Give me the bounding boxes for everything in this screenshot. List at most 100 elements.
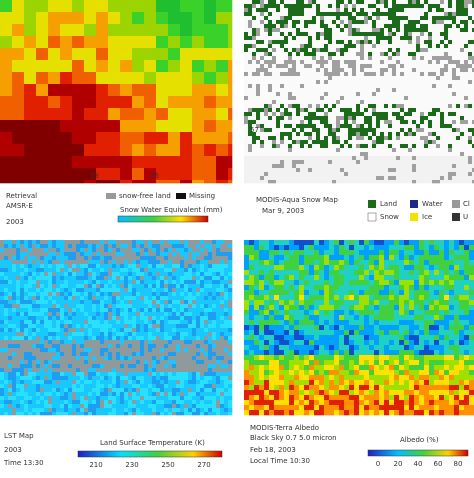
map-cell: [124, 280, 129, 285]
map-cell: [88, 372, 93, 377]
map-cell: [288, 124, 293, 129]
map-cell: [36, 308, 41, 313]
map-cell: [28, 268, 33, 273]
map-cell: [96, 272, 101, 277]
map-cell: [288, 160, 293, 165]
map-cell: [412, 96, 417, 101]
map-cell: [472, 24, 474, 29]
map-cell: [52, 296, 57, 301]
map-cell: [20, 376, 25, 381]
map-cell: [8, 280, 13, 285]
map-cell: [384, 164, 389, 169]
map-cell: [172, 268, 177, 273]
map-cell: [332, 172, 337, 177]
map-cell: [308, 84, 313, 89]
map-cell: [4, 284, 9, 289]
map-cell: [108, 308, 113, 313]
map-cell: [304, 144, 309, 149]
map-cell: [104, 312, 109, 317]
map-cell: [468, 172, 473, 177]
map-cell: [144, 352, 149, 357]
map-cell: [392, 148, 397, 153]
map-cell: [104, 324, 109, 329]
map-cell: [468, 60, 473, 65]
map-cell: [404, 68, 409, 73]
map-cell: [160, 312, 165, 317]
map-cell: [80, 320, 85, 325]
map-cell: [8, 260, 13, 265]
map-cell: [372, 64, 377, 69]
map-cell: [184, 288, 189, 293]
map-cell: [432, 96, 437, 101]
map-cell: [248, 92, 253, 97]
map-cell: [264, 156, 269, 161]
map-cell: [228, 276, 233, 281]
map-cell: [176, 308, 181, 313]
map-cell: [368, 120, 373, 125]
map-cell: [296, 168, 301, 173]
map-cell: [148, 248, 153, 253]
map-cell: [84, 168, 97, 181]
map-cell: [156, 332, 161, 337]
map-cell: [472, 96, 474, 101]
map-cell: [300, 180, 305, 184]
map-cell: [176, 340, 181, 345]
map-cell: [192, 84, 205, 97]
map-cell: [176, 248, 181, 253]
map-cell: [28, 284, 33, 289]
map-cell: [100, 344, 105, 349]
map-cell: [224, 308, 229, 313]
map-cell: [372, 48, 377, 53]
map-cell: [148, 324, 153, 329]
map-cell: [168, 180, 181, 184]
map-cell: [336, 52, 341, 57]
map-cell: [76, 292, 81, 297]
map-cell: [124, 260, 129, 265]
map-cell: [304, 60, 309, 65]
map-cell: [16, 272, 21, 277]
map-cell: [284, 156, 289, 161]
map-cell: [420, 68, 425, 73]
map-cell: [356, 172, 361, 177]
map-cell: [292, 136, 297, 141]
map-cell: [316, 156, 321, 161]
map-cell: [268, 44, 273, 49]
map-cell: [384, 176, 389, 181]
map-cell: [136, 268, 141, 273]
map-cell: [48, 36, 61, 49]
map-cell: [4, 264, 9, 269]
map-cell: [260, 48, 265, 53]
map-cell: [388, 128, 393, 133]
map-cell: [304, 88, 309, 93]
map-cell: [324, 128, 329, 133]
map-cell: [420, 8, 425, 13]
map-cell: [16, 320, 21, 325]
map-cell: [48, 360, 53, 365]
map-cell: [428, 164, 433, 169]
map-cell: [208, 248, 213, 253]
map-cell: [88, 256, 93, 261]
map-cell: [316, 40, 321, 45]
map-cell: [108, 260, 113, 265]
map-cell: [16, 352, 21, 357]
map-cell: [204, 332, 209, 337]
map-cell: [348, 132, 353, 137]
map-cell: [104, 300, 109, 305]
map-cell: [468, 176, 473, 181]
map-cell: [320, 140, 325, 145]
map-cell: [384, 156, 389, 161]
map-cell: [0, 84, 13, 97]
map-cell: [156, 356, 161, 361]
map-cell: [440, 36, 445, 41]
map-cell: [280, 24, 285, 29]
map-cell: [276, 24, 281, 29]
map-cell: [436, 60, 441, 65]
map-cell: [96, 364, 101, 369]
map-cell: [256, 16, 261, 21]
map-cell: [372, 136, 377, 141]
map-cell: [24, 304, 29, 309]
map-cell: [24, 256, 29, 261]
map-cell: [392, 80, 397, 85]
map-cell: [324, 0, 329, 5]
map-cell: [68, 240, 73, 245]
